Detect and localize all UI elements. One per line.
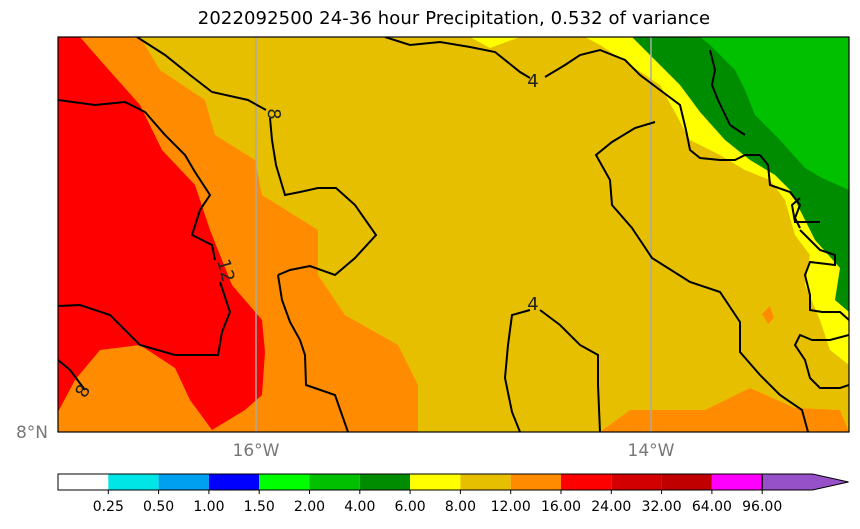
y-tick-label: 8°N xyxy=(16,423,48,443)
colorbar-swatch xyxy=(460,474,511,490)
colorbar-label: 0.50 xyxy=(143,499,174,515)
colorbar-extend-arrow xyxy=(761,473,849,491)
figure-title: 2022092500 24-36 hour Precipitation, 0.5… xyxy=(197,8,711,29)
colorbar-label: 16.00 xyxy=(541,499,581,515)
colorbar-label: 4.00 xyxy=(344,499,375,515)
axis-labels: 16°W 14°W 8°N xyxy=(16,423,675,461)
contour-4-south-b xyxy=(539,309,601,432)
colorbar-swatch xyxy=(510,474,561,490)
contour-green xyxy=(709,49,746,136)
colorbar-label: 8.00 xyxy=(445,499,476,515)
contour-label: 4 xyxy=(527,71,538,92)
colorbar-swatch xyxy=(208,474,260,490)
x-tick-label: 16°W xyxy=(233,441,280,461)
colorbar-label: 96.00 xyxy=(742,499,782,515)
fill-orange-spot xyxy=(762,306,774,324)
contour-label: 4 xyxy=(527,294,538,315)
contour-8-north-a xyxy=(136,37,267,111)
colorbar-swatch xyxy=(259,474,310,490)
contour-4-south xyxy=(277,274,349,432)
colorbar: 0.25 0.50 1.00 1.50 2.00 4.00 6.00 8.00 12.00 16.… xyxy=(57,473,849,515)
contour-east-bottom xyxy=(793,333,849,389)
fill-yellow-north xyxy=(470,37,520,48)
colorbar-label: 1.00 xyxy=(193,499,224,515)
contour-8-sw xyxy=(58,359,86,391)
colorbar-label: 24.00 xyxy=(591,499,631,515)
contour-label: 8 xyxy=(263,108,284,119)
colorbar-swatch xyxy=(158,474,209,490)
x-tick-label: 14°W xyxy=(628,441,675,461)
fill-green-east xyxy=(700,37,849,190)
contour-8-west xyxy=(58,99,216,261)
colorbar-swatch xyxy=(58,474,109,490)
colorbar-swatch xyxy=(108,474,159,490)
contour-4-mid xyxy=(594,121,809,432)
gridlines xyxy=(255,37,652,432)
colorbar-label: 64.00 xyxy=(692,499,732,515)
colorbar-label: 32.00 xyxy=(642,499,682,515)
colorbar-swatch xyxy=(611,474,662,490)
fill-red-west xyxy=(58,37,265,430)
colorbar-swatch xyxy=(711,474,763,490)
contour-4-south-a xyxy=(503,309,531,432)
colorbar-label: 6.00 xyxy=(395,499,426,515)
contour-4-top-b xyxy=(544,48,760,161)
contour-4-loop xyxy=(269,117,378,277)
colorbar-label: 1.50 xyxy=(244,499,275,515)
contour-east-small xyxy=(790,197,820,223)
colorbar-swatch xyxy=(561,474,612,490)
colorbar-swatch xyxy=(359,474,411,490)
colorbar-swatch xyxy=(309,474,360,490)
colorbar-swatch xyxy=(410,474,461,490)
colorbar-swatch xyxy=(661,474,712,490)
contour-8-west-b xyxy=(58,281,232,356)
contour-layer xyxy=(58,37,849,432)
colorbar-label: 0.25 xyxy=(93,499,124,515)
map-frame xyxy=(57,36,850,433)
colorbar-label: 2.00 xyxy=(294,499,325,515)
colorbar-label: 12.00 xyxy=(491,499,531,515)
contour-4-top-a xyxy=(384,37,531,79)
fill-orange-south xyxy=(600,388,849,432)
contour-east-loop xyxy=(799,229,849,321)
precip-fill-layer xyxy=(58,37,849,432)
